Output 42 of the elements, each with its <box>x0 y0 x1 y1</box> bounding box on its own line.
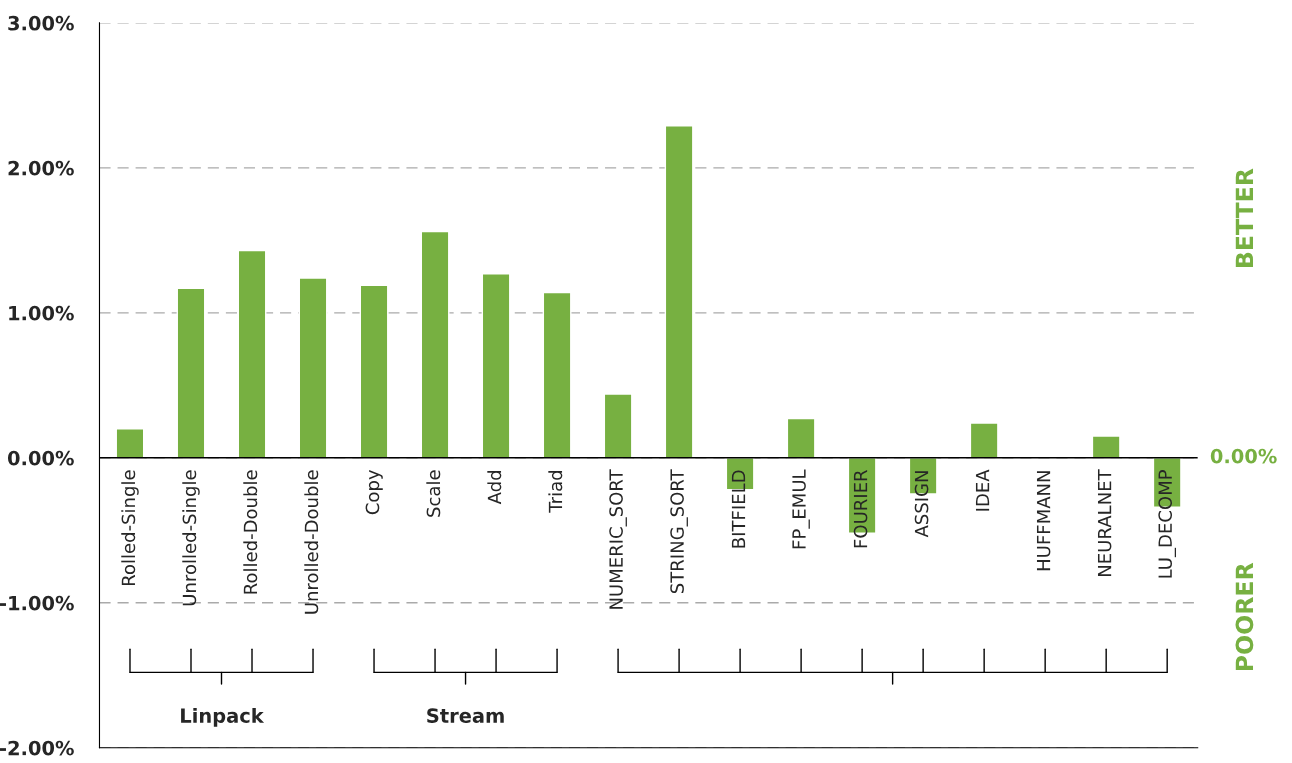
annotation: Stream <box>427 708 504 723</box>
x-tick-label: FP_EMUL <box>792 469 810 549</box>
annotation: Linpack <box>181 707 265 727</box>
text: 0.00% <box>1210 448 1277 464</box>
x-tick-label: Rolled-Double <box>243 470 258 594</box>
x-tick-label: LU_DECOMP <box>1158 470 1177 578</box>
bar <box>359 284 389 459</box>
bar <box>786 417 816 459</box>
x-tick-label: Add <box>487 471 502 505</box>
text: BETTER <box>1235 168 1254 268</box>
bar <box>420 230 450 459</box>
x-tick-label: ASSIGN <box>914 471 929 538</box>
x-tick-label: FOURIER <box>853 469 868 548</box>
bar <box>115 428 145 459</box>
bar <box>1091 435 1121 459</box>
y-tick-label: -1.00% <box>0 595 74 611</box>
y-tick-label: 3.00% <box>8 15 74 31</box>
x-tick-label: Triad <box>548 471 563 513</box>
x-tick-label: HUFFMANN <box>1036 471 1051 571</box>
bar <box>664 125 694 459</box>
bar <box>969 422 999 459</box>
x-tick-label: Unrolled-Double <box>304 470 319 614</box>
x-tick-label: BITFIELD <box>731 470 746 548</box>
bar <box>237 249 267 459</box>
x-tick-label: NEURALNET <box>1097 469 1112 576</box>
bar <box>542 291 572 459</box>
bar <box>176 287 206 459</box>
text: POORER <box>1235 562 1254 671</box>
y-tick-label: -2.00% <box>0 740 74 756</box>
bar <box>603 393 633 459</box>
y-tick-label: 2.00% <box>8 160 74 176</box>
y-tick-label: 1.00% <box>9 305 74 321</box>
x-tick-label: Scale <box>426 470 441 517</box>
x-tick-label: NUMERIC_SORT <box>609 469 627 609</box>
x-tick-label: Rolled-Single <box>121 470 139 586</box>
bar <box>481 272 511 459</box>
y-tick-label: 0.00% <box>7 450 74 466</box>
x-tick-label: Unrolled-Single <box>182 470 200 606</box>
bar <box>298 277 328 459</box>
x-tick-label: Copy <box>365 469 383 515</box>
x-tick-label: IDEA <box>975 469 990 511</box>
x-tick-label: STRING_SORT <box>670 469 688 594</box>
